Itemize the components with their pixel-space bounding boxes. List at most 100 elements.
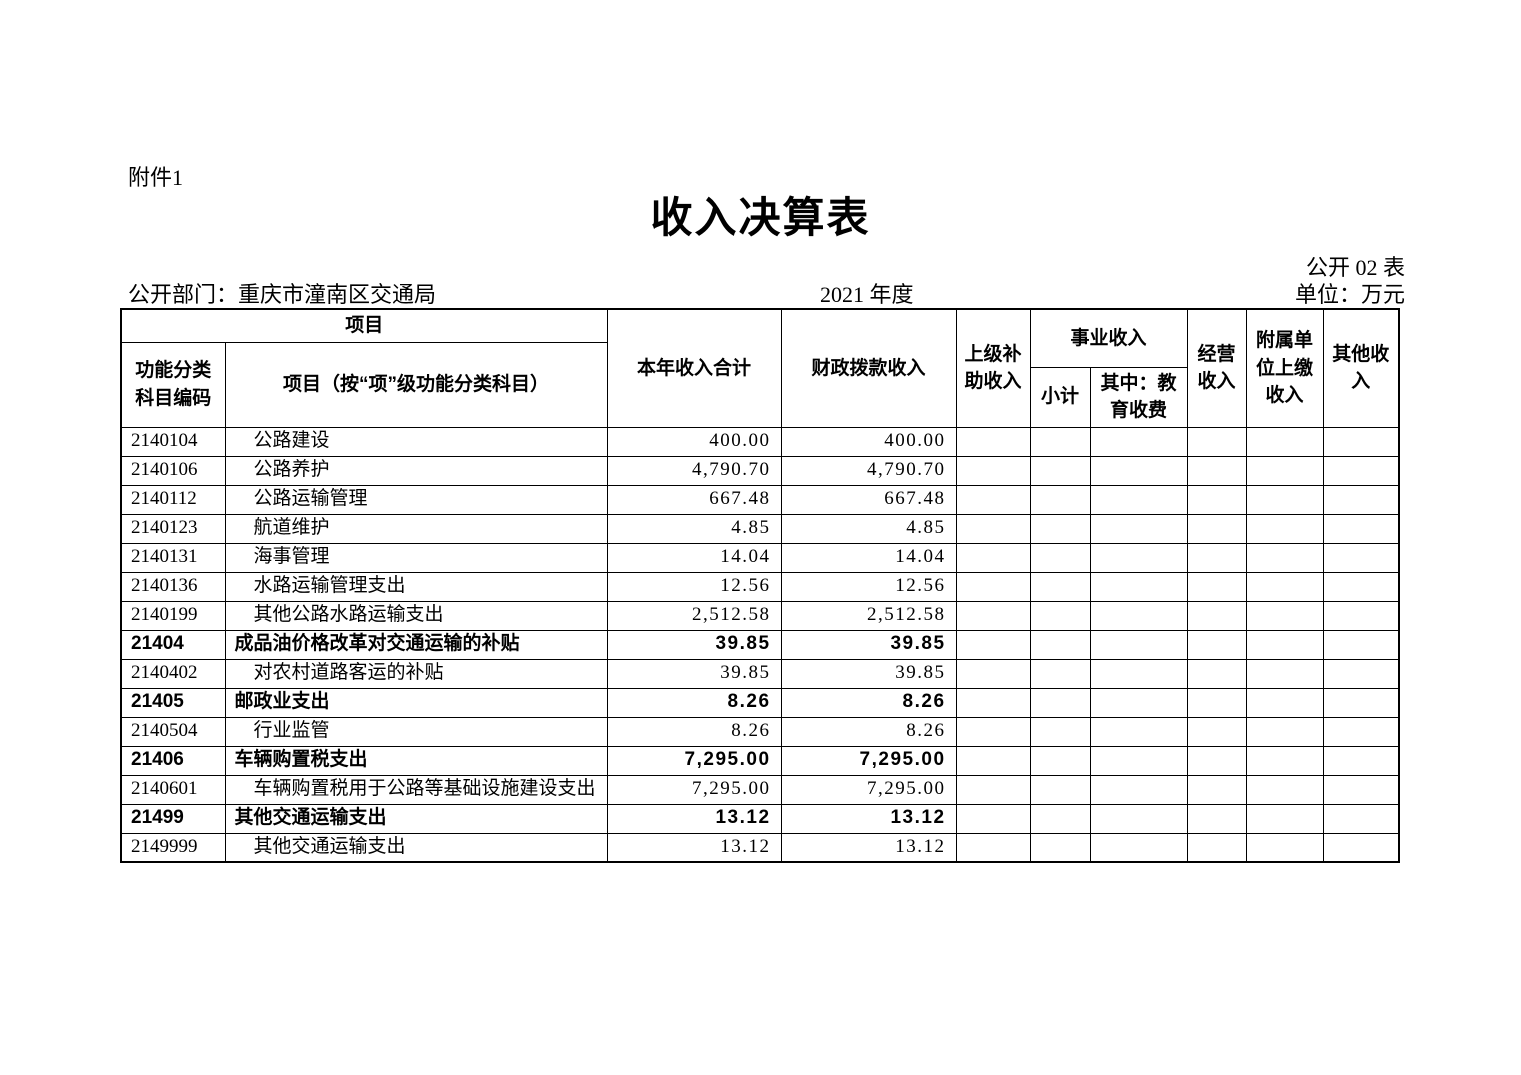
cell-code: 2140199 bbox=[120, 600, 226, 631]
table-row: 2140136 水路运输管理支出 12.56 12.56 bbox=[120, 571, 1400, 602]
cell-business-subtotal bbox=[1029, 542, 1091, 573]
cell-affiliated bbox=[1245, 455, 1324, 486]
cell-project-name: 其他公路水路运输支出 bbox=[224, 600, 608, 631]
cell-affiliated bbox=[1245, 745, 1324, 776]
table-row: 2140123 航道维护 4.85 4.85 bbox=[120, 513, 1400, 544]
cell-business-edu bbox=[1089, 571, 1188, 602]
cell-project-name: 行业监管 bbox=[224, 716, 608, 747]
cell-business-subtotal bbox=[1029, 774, 1091, 805]
cell-operating bbox=[1186, 716, 1247, 747]
cell-fiscal: 400.00 bbox=[780, 426, 957, 457]
cell-project-name: 海事管理 bbox=[224, 542, 608, 573]
cell-project-name: 成品油价格改革对交通运输的补贴 bbox=[224, 629, 608, 660]
cell-operating bbox=[1186, 542, 1247, 573]
table-row: 21406 车辆购置税支出 7,295.00 7,295.00 bbox=[120, 745, 1400, 776]
cell-operating bbox=[1186, 484, 1247, 515]
income-table: 项目 本年收入合计 财政拨款收入 上级补助收入 事业收入 经营收入 附属单位上缴… bbox=[120, 308, 1401, 864]
cell-business-subtotal bbox=[1029, 600, 1091, 631]
year-label: 2021 年度 bbox=[820, 282, 914, 307]
cell-code: 2140601 bbox=[120, 774, 226, 805]
cell-business-edu bbox=[1089, 629, 1188, 660]
cell-operating bbox=[1186, 571, 1247, 602]
cell-operating bbox=[1186, 803, 1247, 834]
cell-fiscal: 13.12 bbox=[780, 832, 957, 863]
cell-superior bbox=[955, 745, 1031, 776]
cell-business-subtotal bbox=[1029, 484, 1091, 515]
cell-year-total: 39.85 bbox=[606, 658, 782, 689]
cell-code: 21405 bbox=[120, 687, 226, 718]
cell-other bbox=[1322, 803, 1400, 834]
table-row: 21405 邮政业支出 8.26 8.26 bbox=[120, 687, 1400, 718]
cell-code: 2149999 bbox=[120, 832, 226, 863]
cell-superior bbox=[955, 455, 1031, 486]
col-header-business-edu: 其中：教育收费 bbox=[1089, 366, 1188, 428]
cell-superior bbox=[955, 832, 1031, 863]
col-header-business-subtotal: 小计 bbox=[1029, 366, 1091, 428]
cell-operating bbox=[1186, 745, 1247, 776]
cell-other bbox=[1322, 629, 1400, 660]
cell-year-total: 13.12 bbox=[606, 832, 782, 863]
cell-affiliated bbox=[1245, 600, 1324, 631]
cell-year-total: 667.48 bbox=[606, 484, 782, 515]
cell-other bbox=[1322, 455, 1400, 486]
cell-affiliated bbox=[1245, 716, 1324, 747]
cell-affiliated bbox=[1245, 774, 1324, 805]
cell-superior bbox=[955, 803, 1031, 834]
cell-year-total: 2,512.58 bbox=[606, 600, 782, 631]
cell-other bbox=[1322, 426, 1400, 457]
cell-project-name: 公路运输管理 bbox=[224, 484, 608, 515]
cell-year-total: 39.85 bbox=[606, 629, 782, 660]
table-row: 2140402 对农村道路客运的补贴 39.85 39.85 bbox=[120, 658, 1400, 689]
cell-year-total: 8.26 bbox=[606, 687, 782, 718]
cell-year-total: 13.12 bbox=[606, 803, 782, 834]
cell-year-total: 7,295.00 bbox=[606, 745, 782, 776]
cell-code: 21406 bbox=[120, 745, 226, 776]
cell-project-name: 车辆购置税用于公路等基础设施建设支出 bbox=[224, 774, 608, 805]
cell-business-edu bbox=[1089, 600, 1188, 631]
cell-operating bbox=[1186, 658, 1247, 689]
table-code-label: 公开 02 表 bbox=[1305, 255, 1405, 280]
cell-affiliated bbox=[1245, 629, 1324, 660]
col-header-fiscal: 财政拨款收入 bbox=[780, 308, 957, 428]
col-header-operating: 经营收入 bbox=[1186, 308, 1247, 428]
cell-other bbox=[1322, 832, 1400, 863]
cell-business-subtotal bbox=[1029, 745, 1091, 776]
cell-operating bbox=[1186, 687, 1247, 718]
cell-code: 2140402 bbox=[120, 658, 226, 689]
cell-code: 2140106 bbox=[120, 455, 226, 486]
cell-business-edu bbox=[1089, 658, 1188, 689]
cell-other bbox=[1322, 774, 1400, 805]
cell-business-subtotal bbox=[1029, 513, 1091, 544]
cell-superior bbox=[955, 600, 1031, 631]
cell-affiliated bbox=[1245, 687, 1324, 718]
cell-project-name: 车辆购置税支出 bbox=[224, 745, 608, 776]
cell-project-name: 公路建设 bbox=[224, 426, 608, 457]
cell-code: 21404 bbox=[120, 629, 226, 660]
cell-year-total: 7,295.00 bbox=[606, 774, 782, 805]
cell-fiscal: 4.85 bbox=[780, 513, 957, 544]
cell-other bbox=[1322, 600, 1400, 631]
cell-project-name: 邮政业支出 bbox=[224, 687, 608, 718]
cell-superior bbox=[955, 687, 1031, 718]
cell-business-subtotal bbox=[1029, 658, 1091, 689]
cell-code: 2140131 bbox=[120, 542, 226, 573]
cell-affiliated bbox=[1245, 803, 1324, 834]
attachment-label: 附件1 bbox=[128, 165, 184, 190]
cell-business-subtotal bbox=[1029, 687, 1091, 718]
cell-business-edu bbox=[1089, 513, 1188, 544]
cell-other bbox=[1322, 571, 1400, 602]
income-table-header: 项目 本年收入合计 财政拨款收入 上级补助收入 事业收入 经营收入 附属单位上缴… bbox=[120, 308, 1400, 428]
cell-affiliated bbox=[1245, 571, 1324, 602]
cell-year-total: 4,790.70 bbox=[606, 455, 782, 486]
page-title: 收入决算表 bbox=[650, 194, 871, 241]
cell-code: 2140112 bbox=[120, 484, 226, 515]
cell-code: 21499 bbox=[120, 803, 226, 834]
cell-other bbox=[1322, 513, 1400, 544]
cell-code: 2140504 bbox=[120, 716, 226, 747]
cell-other bbox=[1322, 658, 1400, 689]
cell-superior bbox=[955, 774, 1031, 805]
cell-year-total: 8.26 bbox=[606, 716, 782, 747]
cell-affiliated bbox=[1245, 484, 1324, 515]
table-row: 2140199 其他公路水路运输支出 2,512.58 2,512.58 bbox=[120, 600, 1400, 631]
cell-code: 2140136 bbox=[120, 571, 226, 602]
